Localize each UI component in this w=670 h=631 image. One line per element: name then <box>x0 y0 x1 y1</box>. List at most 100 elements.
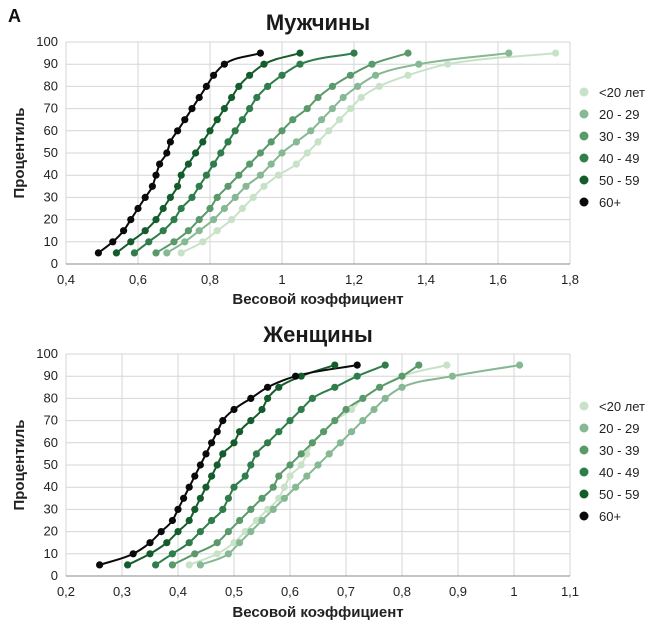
data-point <box>213 550 221 558</box>
data-point <box>350 49 358 57</box>
x-tick-label: 0,6 <box>129 272 147 287</box>
data-point <box>314 461 322 469</box>
legend-label: 30 - 39 <box>599 443 639 458</box>
data-point <box>220 105 228 113</box>
data-point <box>297 450 305 458</box>
data-point <box>398 383 406 391</box>
data-point <box>241 528 249 536</box>
data-point <box>181 238 189 246</box>
data-point <box>286 461 294 469</box>
y-tick-label: 50 <box>44 145 58 160</box>
data-point <box>252 516 260 525</box>
y-tick-label: 30 <box>44 189 58 204</box>
data-point <box>152 249 160 257</box>
y-tick-label: 90 <box>44 368 58 383</box>
y-tick-label: 20 <box>44 212 58 227</box>
data-point <box>235 82 243 90</box>
data-point <box>516 361 524 369</box>
data-point <box>505 49 513 57</box>
legend-marker <box>579 197 589 207</box>
legend-label: 40 - 49 <box>599 465 639 480</box>
data-point <box>275 428 283 436</box>
data-point <box>210 71 218 79</box>
data-point <box>112 249 120 257</box>
legend-label: 40 - 49 <box>599 151 639 166</box>
y-tick-label: 70 <box>44 413 58 428</box>
data-point <box>129 550 137 558</box>
data-point <box>252 450 260 458</box>
legend-marker <box>579 467 589 477</box>
x-tick-label: 1 <box>510 584 517 599</box>
legend-marker <box>579 109 589 119</box>
data-point <box>236 539 244 547</box>
data-point <box>381 394 389 402</box>
data-point <box>188 193 196 201</box>
data-point <box>308 394 316 402</box>
data-point <box>196 561 204 569</box>
data-point <box>188 105 196 113</box>
data-point <box>195 227 203 235</box>
data-point <box>328 105 336 113</box>
data-point <box>296 49 304 57</box>
data-point <box>286 417 294 425</box>
data-point <box>346 105 354 113</box>
data-point <box>357 93 365 102</box>
data-point <box>278 71 286 79</box>
data-point <box>157 528 165 536</box>
y-tick-label: 10 <box>44 234 58 249</box>
data-point <box>196 494 204 502</box>
data-point <box>253 93 261 102</box>
data-point <box>174 528 182 536</box>
data-point <box>219 505 227 513</box>
data-point <box>246 160 254 168</box>
data-point <box>191 472 199 480</box>
data-point <box>292 372 300 380</box>
legend-label: 20 - 29 <box>599 421 639 436</box>
data-point <box>269 505 277 513</box>
chart-title: Женщины <box>262 322 373 347</box>
data-point <box>168 550 176 558</box>
data-point <box>331 361 339 369</box>
data-point <box>206 204 214 213</box>
data-point <box>278 127 286 135</box>
data-point <box>152 216 160 224</box>
data-point <box>264 439 272 447</box>
data-point <box>292 160 300 168</box>
data-point <box>238 116 246 124</box>
data-point <box>202 450 210 458</box>
legend-marker <box>579 489 589 499</box>
data-point <box>163 249 171 257</box>
data-point <box>241 472 249 480</box>
data-point <box>275 472 283 480</box>
data-point <box>174 182 182 190</box>
data-point <box>96 561 104 569</box>
legend-label: 20 - 29 <box>599 107 639 122</box>
data-point <box>148 182 156 190</box>
data-point <box>180 494 188 502</box>
y-tick-label: 50 <box>44 457 58 472</box>
y-tick-label: 30 <box>44 501 58 516</box>
data-point <box>247 461 255 469</box>
data-point <box>185 516 193 525</box>
data-point <box>280 494 288 502</box>
x-tick-label: 1,1 <box>561 584 579 599</box>
data-point <box>224 494 232 502</box>
x-tick-label: 0,7 <box>337 584 355 599</box>
data-point <box>224 138 232 146</box>
data-point <box>195 93 203 102</box>
legend-label: 60+ <box>599 509 621 524</box>
data-point <box>336 116 344 124</box>
x-tick-label: 0,2 <box>57 584 75 599</box>
data-point <box>242 182 250 190</box>
data-point <box>181 116 189 124</box>
data-point <box>359 394 367 402</box>
data-point <box>192 149 200 157</box>
data-point <box>331 383 339 391</box>
data-point <box>320 428 328 436</box>
data-point <box>353 372 361 380</box>
legend-label: 30 - 39 <box>599 129 639 144</box>
data-point <box>127 238 135 246</box>
legend-marker <box>579 175 589 185</box>
data-point <box>404 49 412 57</box>
data-point <box>159 204 167 213</box>
